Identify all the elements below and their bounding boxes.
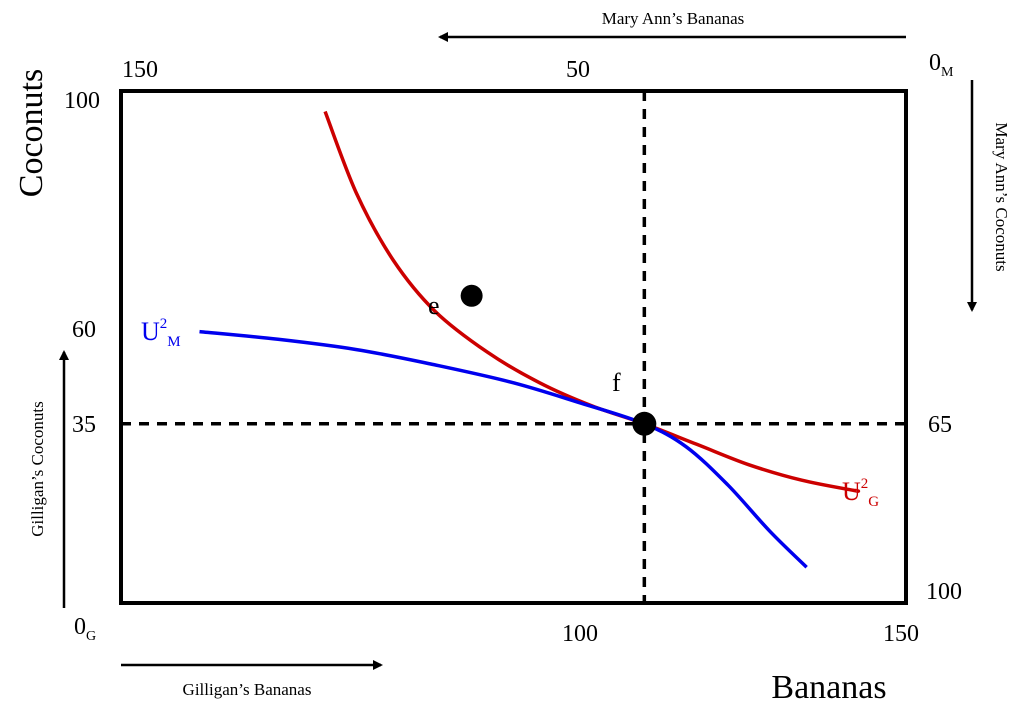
curve-label-maryann: U2M xyxy=(141,316,181,350)
right-axis-title: Mary Ann’s Coconuts xyxy=(992,122,1011,271)
x-axis-label: Bananas xyxy=(771,669,886,706)
edgeworth-box-frame xyxy=(119,89,908,605)
top-axis-title: Mary Ann’s Bananas xyxy=(602,9,745,28)
bottom-axis-title: Gilligan’s Bananas xyxy=(183,680,312,699)
left-axis-title: Gilligan’s Coconuts xyxy=(28,401,47,537)
bottom-tick-100: 100 xyxy=(562,621,598,647)
curve-label-gilligan: U2G xyxy=(842,476,879,510)
left-tick-35: 35 xyxy=(72,412,96,438)
top-tick-150: 150 xyxy=(122,57,158,83)
indifference-curve-maryann xyxy=(199,329,808,569)
point-e xyxy=(460,284,483,307)
bottom-tick-150: 150 xyxy=(883,621,919,647)
right-tick-65: 65 xyxy=(928,412,952,438)
point-f xyxy=(632,411,657,436)
y-axis-label: Coconuts xyxy=(13,69,50,197)
point-e-label: e xyxy=(428,291,440,320)
left-tick-60: 60 xyxy=(72,317,96,343)
top-tick-50: 50 xyxy=(566,57,590,83)
point-f-label: f xyxy=(612,368,621,397)
indifference-curve-gilligan xyxy=(323,110,861,493)
left-tick-100: 100 xyxy=(64,88,100,114)
right-tick-100: 100 xyxy=(926,579,962,605)
origin-maryann: 0M xyxy=(929,50,954,80)
origin-gilligan: 0G xyxy=(74,614,96,644)
